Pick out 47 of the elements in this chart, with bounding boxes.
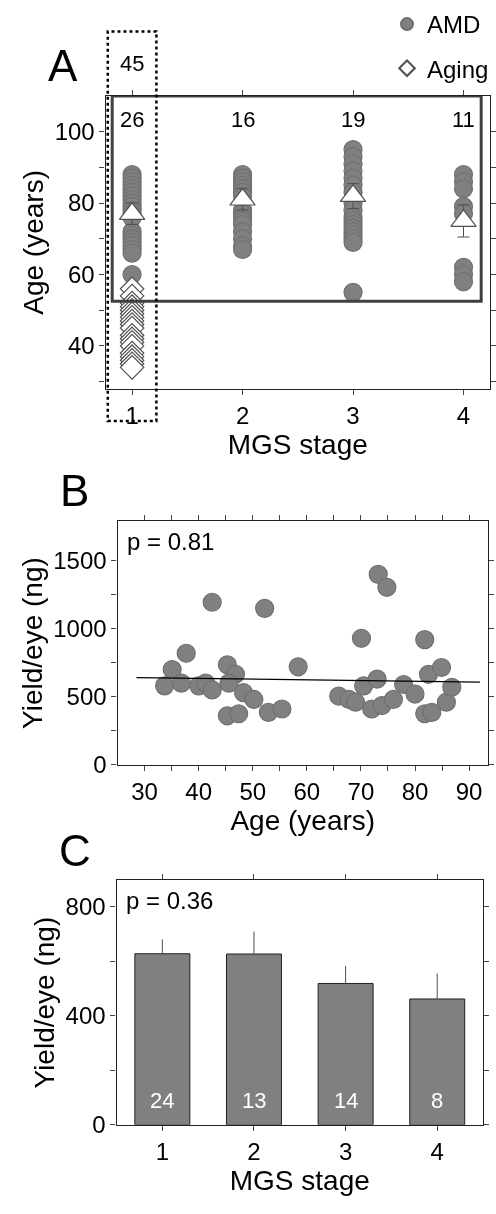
- x-tick-label: 2: [235, 401, 250, 429]
- chart-title: B: [60, 466, 90, 515]
- y-tick-label: 0: [93, 751, 107, 779]
- x-tick-label: 3: [346, 401, 360, 429]
- chart-title: A: [48, 41, 78, 90]
- x-tick-label: 30: [131, 777, 158, 805]
- annotation: 14: [334, 1088, 359, 1113]
- legend-label: AMD: [427, 11, 481, 39]
- annotation: p = 0.81: [127, 528, 215, 555]
- y-axis-title: Yield/eye (ng): [29, 916, 61, 1089]
- y-tick-label: 80: [67, 189, 95, 217]
- legend-label: Aging: [427, 55, 489, 83]
- y-tick-label: 100: [54, 118, 95, 146]
- chart-title: C: [59, 826, 91, 875]
- text: 45: [120, 51, 145, 76]
- y-tick-label: 1500: [53, 547, 107, 575]
- x-tick-label: 80: [401, 777, 429, 805]
- annotation: 19: [341, 107, 366, 132]
- x-axis-title: Age (years): [230, 804, 376, 836]
- annotation: 8: [431, 1088, 444, 1113]
- y-axis-title: Yield/eye (ng): [16, 557, 48, 729]
- annotation: 26: [120, 107, 145, 132]
- annotation: 13: [242, 1088, 267, 1113]
- y-tick-label: 60: [67, 260, 95, 288]
- x-tick-label: 1: [155, 1137, 170, 1165]
- x-tick-label: 90: [455, 777, 483, 805]
- annotation: 16: [231, 107, 256, 132]
- x-tick-label: 50: [239, 777, 267, 805]
- x-axis-title: MGS stage: [229, 1164, 370, 1196]
- x-tick-label: 70: [347, 777, 375, 805]
- annotation: p = 0.36: [126, 887, 214, 914]
- x-tick-label: 2: [247, 1137, 261, 1165]
- y-tick-label: 400: [65, 1002, 106, 1030]
- annotation: 11: [452, 107, 475, 132]
- x-tick-label: 40: [185, 777, 213, 805]
- y-tick-label: 40: [67, 332, 95, 360]
- annotation: 24: [150, 1088, 175, 1113]
- x-tick-label: 4: [430, 1137, 444, 1165]
- y-tick-label: 500: [66, 683, 107, 711]
- x-tick-label: 4: [456, 401, 471, 429]
- y-tick-label: 0: [92, 1111, 106, 1139]
- y-axis-title: Age (years): [18, 170, 50, 315]
- y-tick-label: 1000: [53, 615, 107, 643]
- x-tick-label: 3: [338, 1137, 353, 1165]
- y-tick-label: 800: [65, 893, 106, 921]
- x-tick-label: 60: [293, 777, 321, 805]
- x-axis-title: MGS stage: [227, 428, 368, 460]
